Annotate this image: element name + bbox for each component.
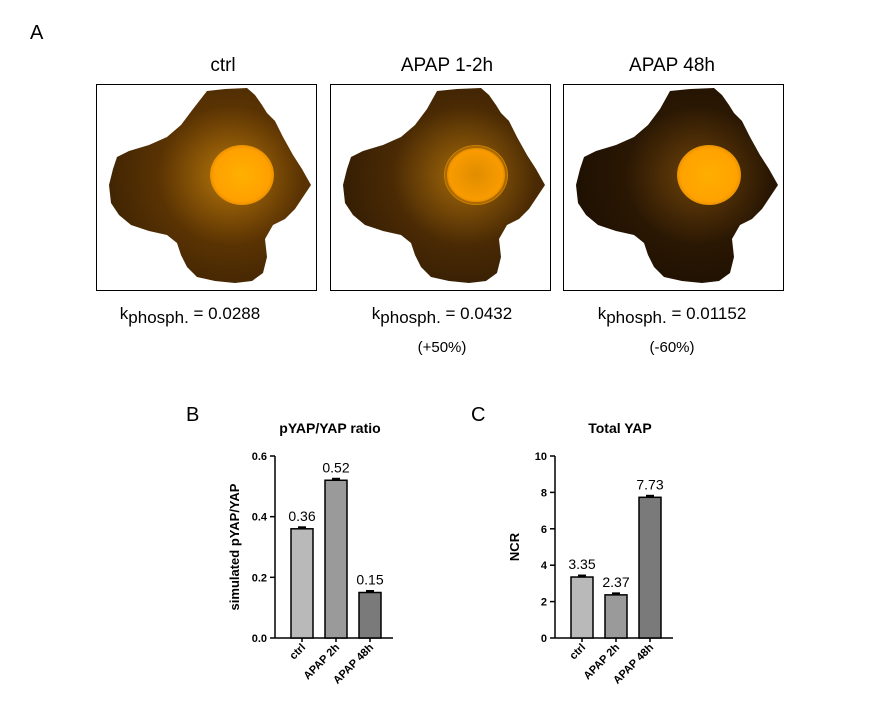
k-symbol: k (597, 304, 607, 323)
bar (358, 591, 382, 639)
data-label: 0.52 (322, 459, 349, 475)
k-value: = 0.01152 (671, 304, 747, 323)
bar (290, 528, 314, 639)
cytoplasm-shape (343, 88, 545, 283)
y-axis-label: NCR (507, 532, 522, 561)
nucleus-shape (677, 145, 741, 205)
data-label: 0.36 (288, 508, 315, 524)
k-phosph-label: kphosph. = 0.01152 (560, 304, 784, 328)
y-tick-label: 0.6 (252, 451, 267, 463)
x-tick-label: ctrl (288, 642, 309, 663)
cell-title: APAP 48h (629, 55, 715, 76)
k-subscript: phosph. (606, 308, 667, 327)
y-tick-label: 6 (541, 524, 547, 536)
k-symbol: k (371, 304, 381, 323)
k-phosph-label: kphosph. = 0.0432 (330, 304, 554, 328)
bar (324, 479, 348, 639)
nucleus-rim (445, 146, 507, 204)
panel-label-c: C (471, 404, 486, 426)
k-subscript: phosph. (128, 308, 189, 327)
cell-svg (109, 88, 311, 283)
cytoplasm-shape (576, 88, 778, 283)
k-value: = 0.0432 (445, 304, 513, 323)
k-subscript: phosph. (380, 308, 441, 327)
x-tick-label: ctrl (568, 642, 589, 663)
bar (604, 594, 628, 639)
cell-svg (576, 88, 778, 283)
chart-title: pYAP/YAP ratio (279, 420, 381, 436)
cell-svg (343, 88, 545, 283)
cell-title: ctrl (210, 55, 236, 76)
data-label: 0.15 (356, 572, 383, 588)
cell-image (563, 84, 784, 291)
k-change-label: (+50%) (417, 339, 467, 356)
y-tick-label: 8 (541, 487, 547, 499)
bar (638, 496, 662, 639)
y-axis-label: simulated pYAP/YAP (227, 483, 242, 610)
k-change-label: (-60%) (649, 339, 695, 356)
y-tick-label: 2 (541, 597, 547, 609)
y-tick-label: 10 (535, 451, 547, 463)
y-tick-label: 0.0 (252, 633, 267, 645)
y-tick-label: 4 (541, 560, 548, 572)
bar (570, 576, 594, 639)
y-tick-label: 0 (541, 633, 547, 645)
nucleus-shape (210, 145, 274, 205)
data-label: 2.37 (602, 574, 629, 590)
cell-image (330, 84, 551, 291)
k-symbol: k (119, 304, 129, 323)
panel-label-a: A (30, 22, 44, 44)
cell-image (96, 84, 317, 291)
k-phosph-label: kphosph. = 0.0288 (78, 304, 302, 328)
cell-title: APAP 1-2h (400, 55, 494, 76)
cytoplasm-shape (109, 88, 311, 283)
k-value: = 0.0288 (193, 304, 261, 323)
data-label: 3.35 (568, 556, 595, 572)
y-tick-label: 0.2 (252, 572, 267, 584)
chart-title: Total YAP (588, 420, 652, 436)
bar-chart-pyap-ratio: simulated pYAP/YAP 0.0 0.2 0.4 0.6 0.36 ctrl 0.… (227, 451, 393, 687)
data-label: 7.73 (636, 476, 663, 492)
panel-label-b: B (186, 404, 200, 426)
y-tick-label: 0.4 (252, 512, 268, 524)
nucleus-shape (444, 145, 508, 205)
